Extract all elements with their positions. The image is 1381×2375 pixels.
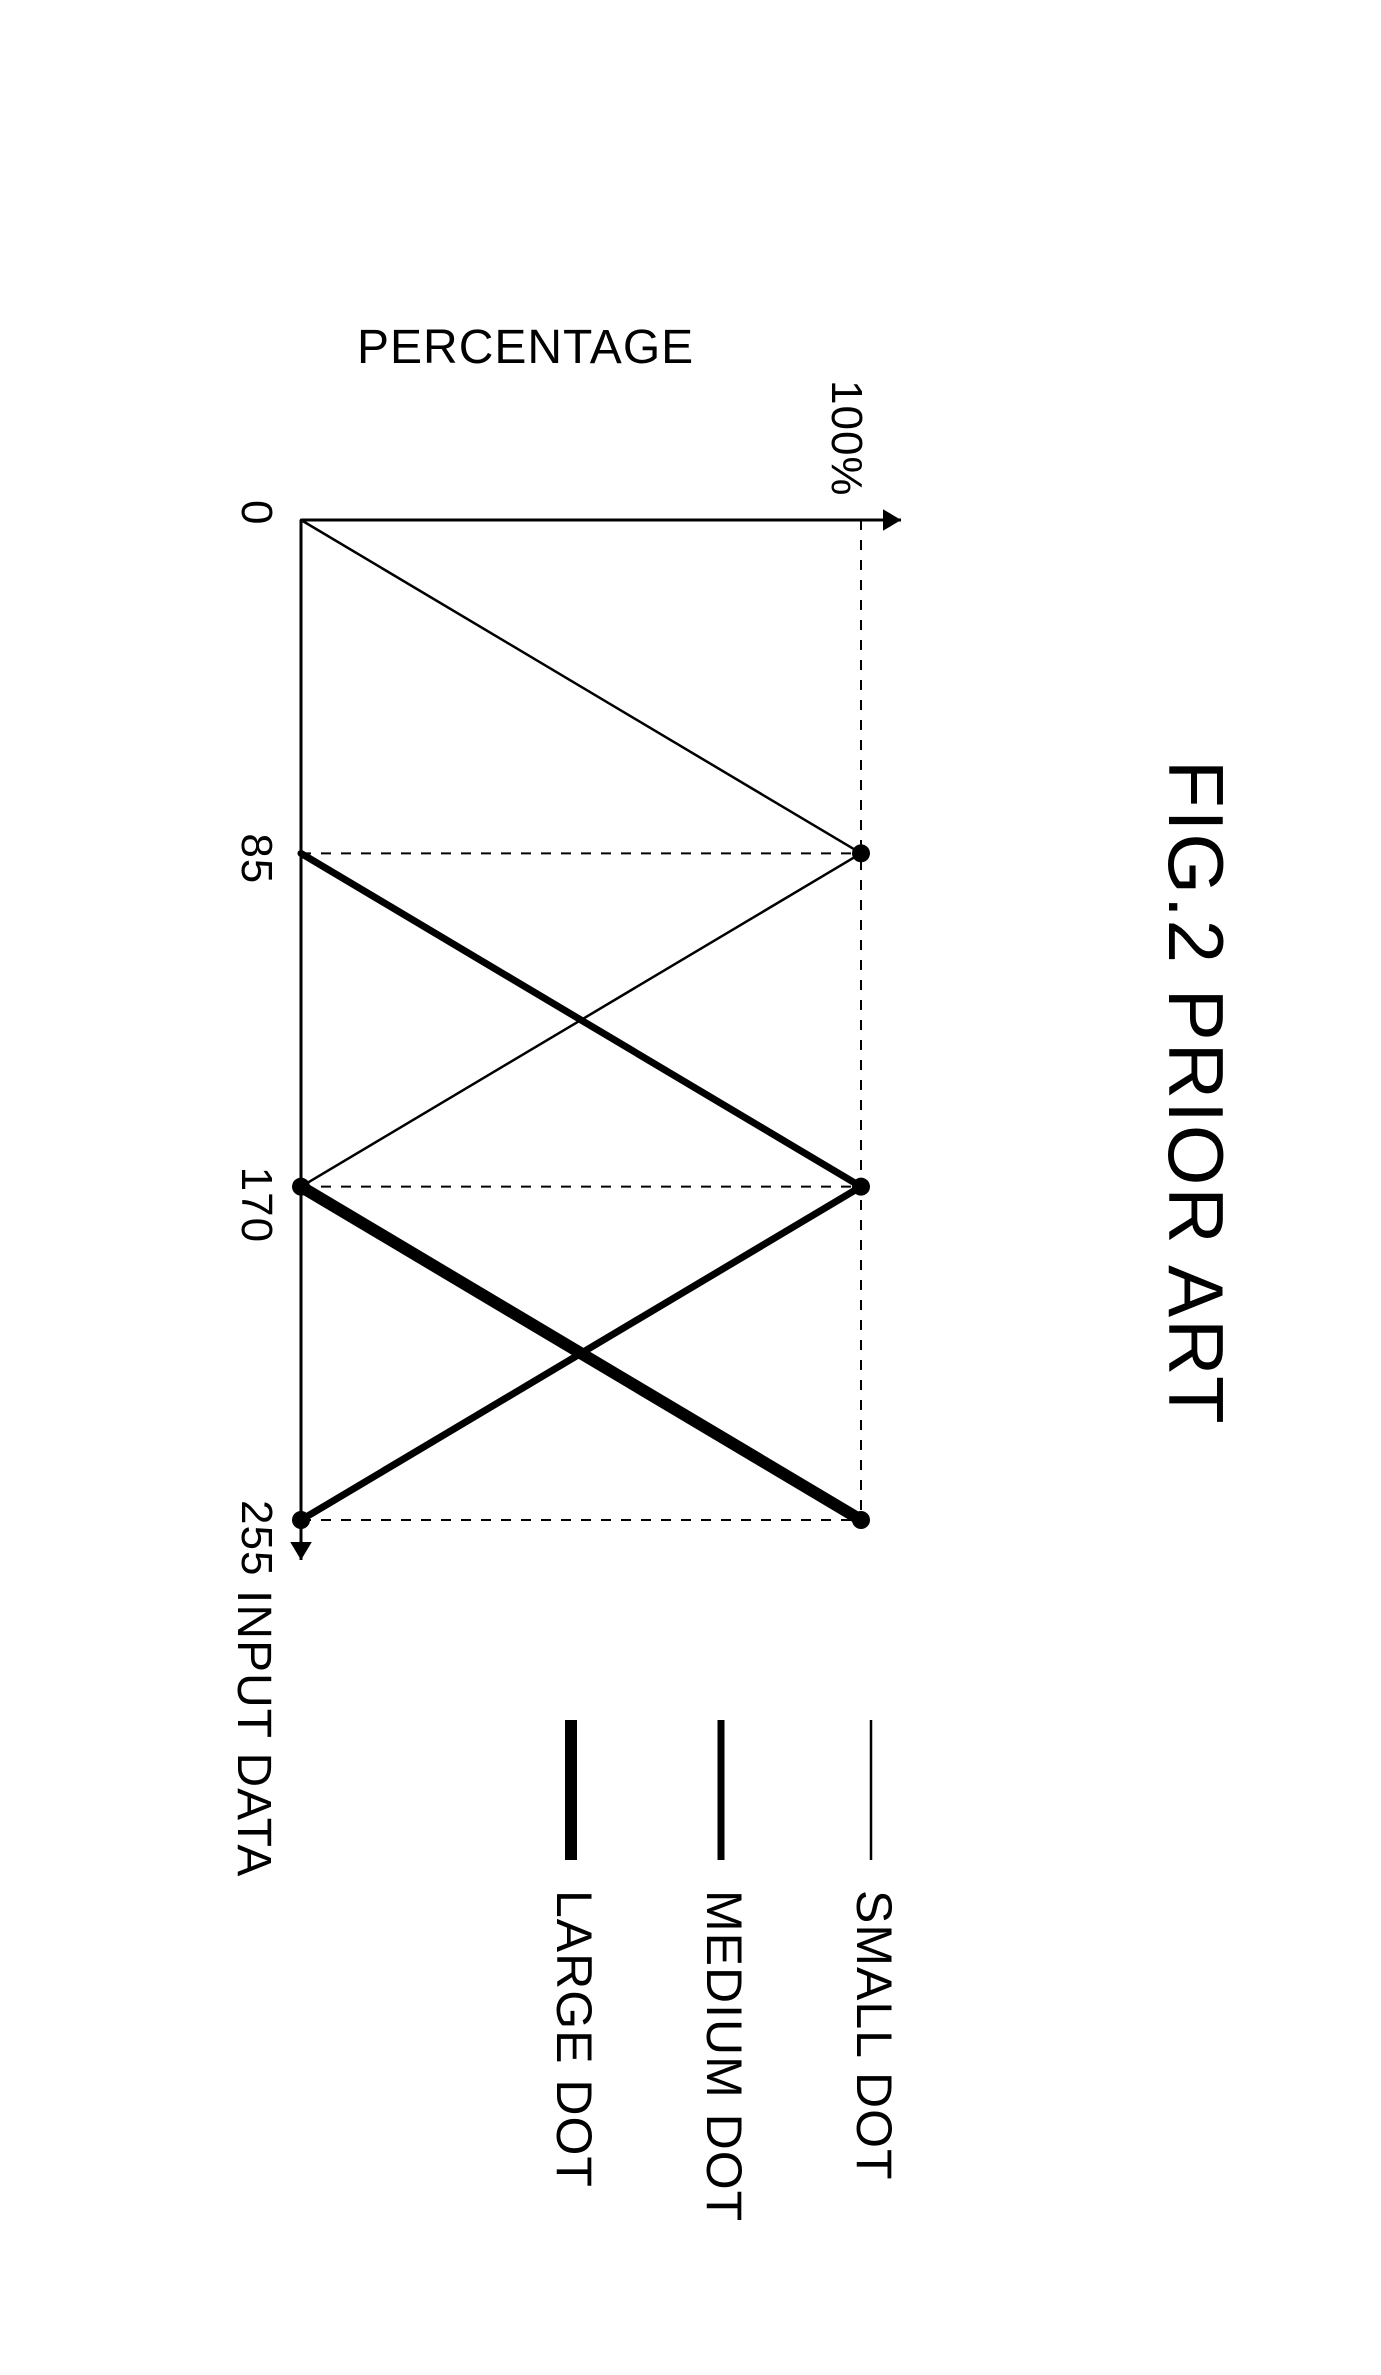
figure-title: FIG.2 PRIOR ART bbox=[1150, 760, 1241, 1426]
rotated-frame: FIG.2 PRIOR ART 100% PERCENTAGE 0 85 170… bbox=[0, 0, 1381, 2375]
x-tick-2: 170 bbox=[231, 1167, 281, 1243]
y-axis-label: PERCENTAGE bbox=[357, 320, 694, 375]
x-tick-3: 255 bbox=[231, 1500, 281, 1576]
x-tick-0: 0 bbox=[231, 500, 281, 525]
legend bbox=[451, 1720, 901, 1880]
y-tick-100: 100% bbox=[821, 380, 871, 497]
x-tick-1: 85 bbox=[231, 833, 281, 884]
x-axis-label: INPUT DATA bbox=[226, 1590, 281, 1877]
legend-label-2: LARGE DOT bbox=[546, 1890, 604, 2188]
rotated-canvas: FIG.2 PRIOR ART 100% PERCENTAGE 0 85 170… bbox=[0, 0, 1381, 1381]
legend-label-0: SMALL DOT bbox=[846, 1890, 904, 2181]
chart-plot bbox=[221, 440, 941, 1600]
legend-label-1: MEDIUM DOT bbox=[696, 1890, 754, 2222]
